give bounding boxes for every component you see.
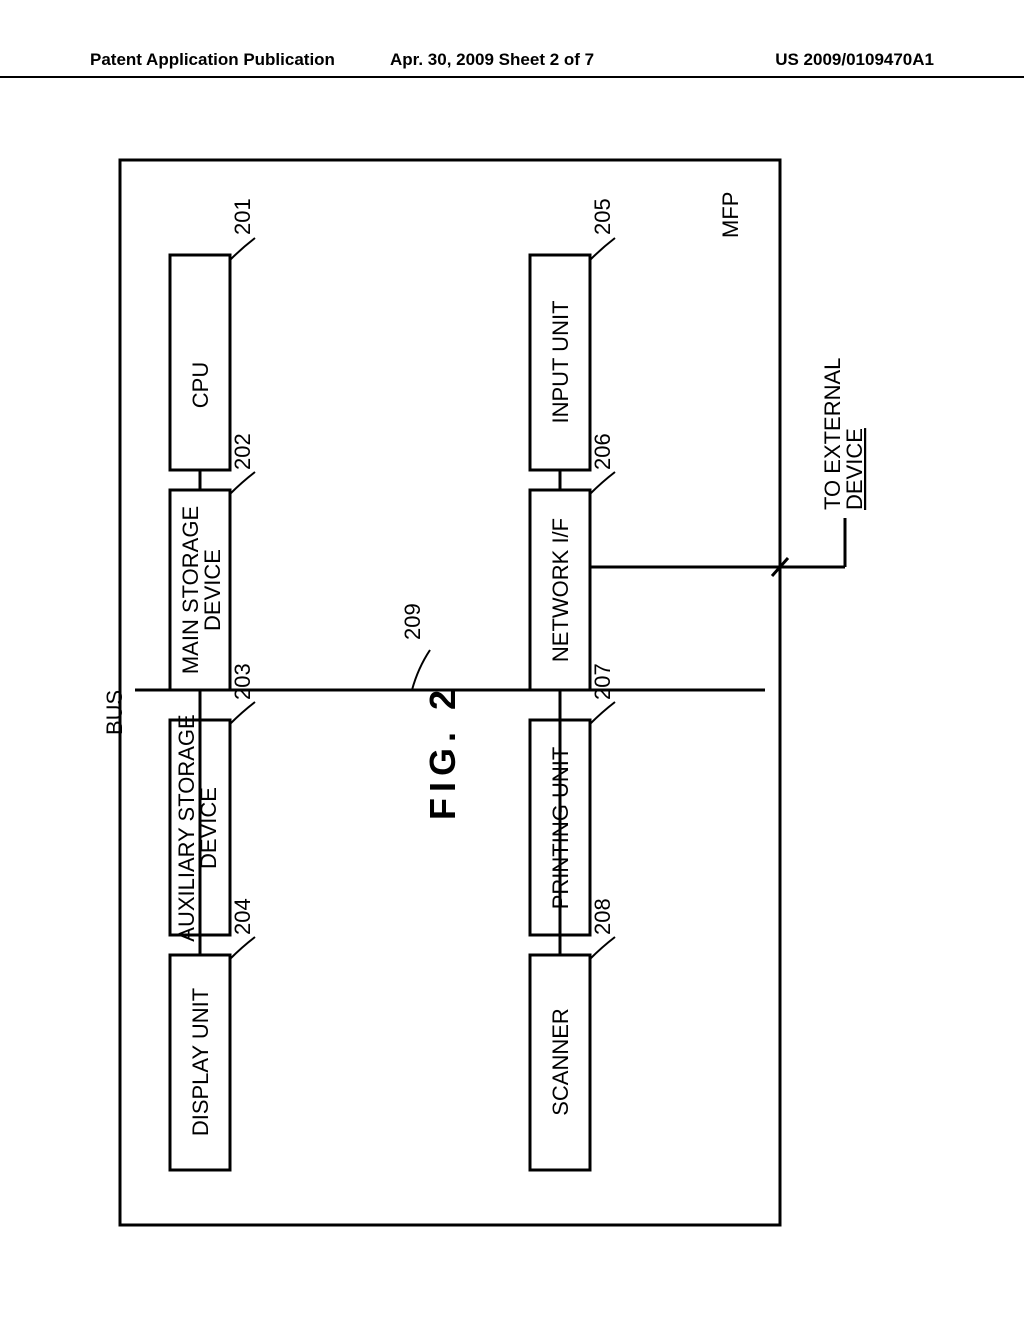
diagram: FIG. 2 MFP BUS 209 CPU 201 MAIN STORAGE … <box>60 120 960 1240</box>
lead-202 <box>230 472 255 494</box>
figure-title: FIG. 2 <box>422 684 463 820</box>
label-display: DISPLAY UNIT <box>188 988 213 1136</box>
label-network: NETWORK I/F <box>548 518 573 662</box>
lead-203 <box>230 702 255 724</box>
ref-204: 204 <box>230 898 255 935</box>
ref-202: 202 <box>230 433 255 470</box>
ref-208: 208 <box>590 898 615 935</box>
ref-205: 205 <box>590 198 615 235</box>
label-scanner: SCANNER <box>548 1008 573 1116</box>
ref-207: 207 <box>590 663 615 700</box>
header-right: US 2009/0109470A1 <box>775 50 934 70</box>
lead-201 <box>230 238 255 260</box>
label-cpu: CPU <box>188 362 213 408</box>
ref-206: 206 <box>590 433 615 470</box>
lead-207 <box>590 702 615 724</box>
bus-ref: 209 <box>400 603 425 640</box>
header-middle: Apr. 30, 2009 Sheet 2 of 7 <box>390 50 594 70</box>
lead-204 <box>230 937 255 959</box>
lead-208 <box>590 937 615 959</box>
header-row: Patent Application Publication Apr. 30, … <box>0 48 1024 78</box>
bus-label: BUS <box>102 690 127 735</box>
patent-page: Patent Application Publication Apr. 30, … <box>0 0 1024 1320</box>
ref-203: 203 <box>230 663 255 700</box>
lead-205 <box>590 238 615 260</box>
label-input: INPUT UNIT <box>548 300 573 423</box>
lead-206 <box>590 472 615 494</box>
label-main-storage-2: DEVICE <box>200 549 225 631</box>
header-left: Patent Application Publication <box>90 50 335 70</box>
ref-201: 201 <box>230 198 255 235</box>
mfp-label: MFP <box>718 192 743 238</box>
ext-label-2: DEVICE <box>842 428 867 510</box>
